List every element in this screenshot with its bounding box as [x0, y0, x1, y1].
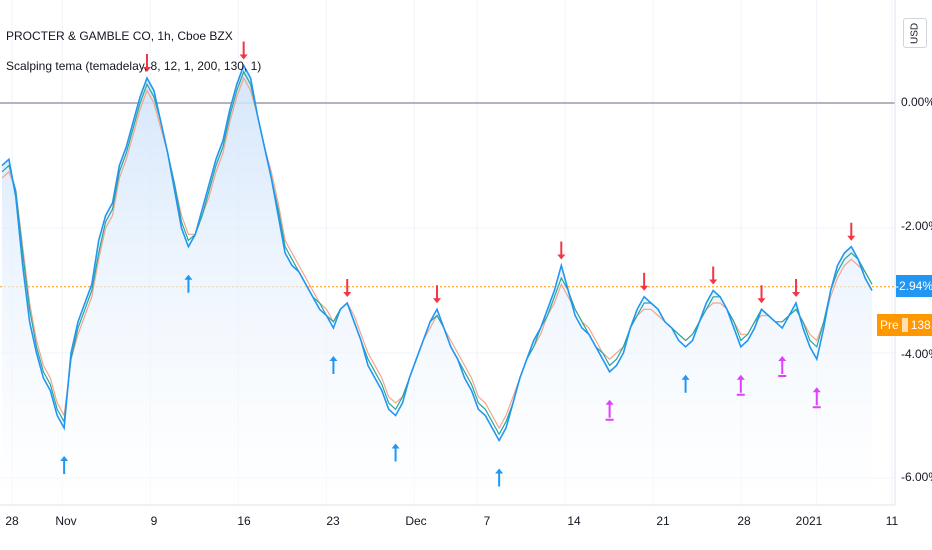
- sell-arrow-icon: [343, 279, 352, 297]
- y-tick-label: -2.00%: [901, 219, 932, 233]
- premarket-label: Pre: [880, 318, 899, 332]
- sell-arrow-icon: [847, 222, 856, 241]
- x-tick-label: Dec: [405, 514, 427, 528]
- buy-up-arrow-icon: [329, 356, 338, 374]
- buy-up-arrow-icon: [60, 456, 69, 474]
- x-tick-label: 2021: [795, 514, 823, 528]
- buy-arrow-icon: [736, 374, 745, 396]
- sell-arrow-icon: [792, 279, 801, 297]
- sell-arrow-icon: [757, 285, 766, 304]
- price-area-fill: [2, 65, 872, 505]
- sell-arrow-icon: [640, 272, 649, 291]
- sell-arrow-icon: [143, 54, 151, 72]
- sell-arrow-icon: [433, 285, 441, 304]
- x-tick-label: 7: [483, 514, 491, 528]
- premarket-value: 138.85: [910, 318, 932, 332]
- current-percent-badge: -2.94%: [895, 275, 932, 297]
- x-tick-label: 28: [5, 514, 19, 528]
- x-tick-label: 14: [567, 514, 581, 528]
- x-tick-label: 16: [237, 514, 251, 528]
- x-tick-label: 23: [326, 514, 340, 528]
- chart-legend-indicator[interactable]: Scalping tema (temadelay, 8, 12, 1, 200,…: [6, 59, 262, 73]
- buy-up-arrow-icon: [495, 468, 504, 487]
- x-tick-label: 11: [885, 514, 899, 528]
- sell-arrow-icon: [557, 241, 566, 260]
- price-line: [1, 63, 873, 443]
- buy-up-arrow-icon: [184, 274, 193, 293]
- buy-up-arrow-icon: [681, 374, 690, 393]
- x-tick-label: 28: [737, 514, 751, 528]
- signal-markers: [60, 41, 856, 487]
- buy-up-arrow-icon: [391, 443, 400, 462]
- x-tick-label: 21: [656, 514, 670, 528]
- buy-arrow-icon: [605, 399, 614, 421]
- y-tick-label: 0.00%: [901, 95, 932, 109]
- sell-arrow-icon: [709, 266, 718, 285]
- x-tick-label: 9: [150, 514, 158, 528]
- premarket-price-badge: Pre 138.85: [877, 314, 932, 336]
- x-tick-label: Nov: [55, 514, 77, 528]
- buy-arrow-icon: [778, 356, 787, 377]
- y-tick-label: -4.00%: [901, 347, 932, 361]
- buy-arrow-icon: [812, 387, 821, 409]
- currency-button[interactable]: USD: [903, 18, 927, 48]
- y-tick-label: -6.00%: [901, 470, 932, 484]
- sell-arrow-icon: [239, 41, 248, 60]
- chart-legend-title[interactable]: PROCTER & GAMBLE CO, 1h, Cboe BZX: [6, 29, 233, 43]
